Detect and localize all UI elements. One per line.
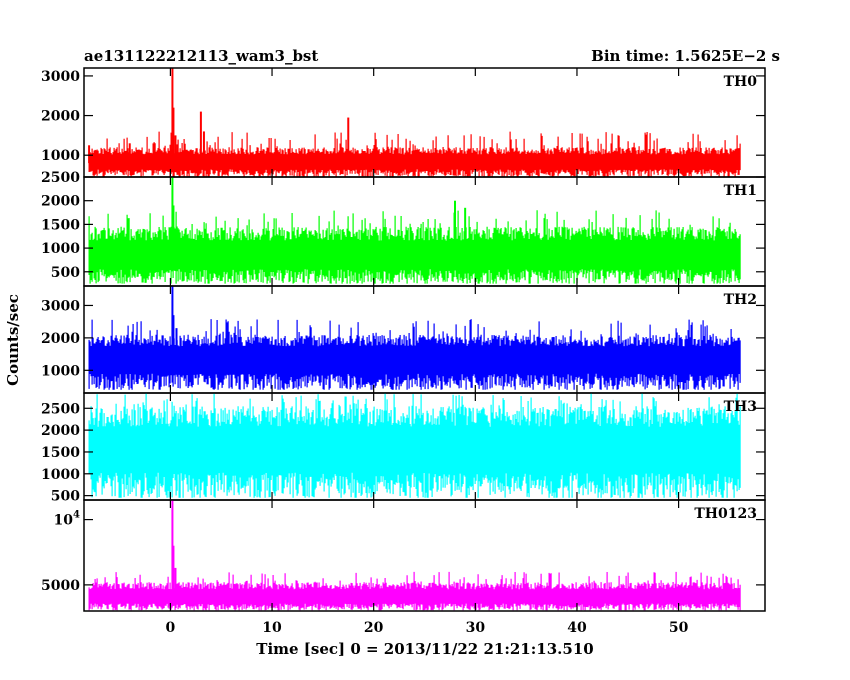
y-tick-label-th3-3: 2000 (41, 423, 80, 439)
y-tick-label-th0-1: 2000 (41, 109, 80, 125)
y-tick-label-th3-4: 2500 (41, 401, 80, 417)
x-tick-label-3: 30 (466, 620, 486, 636)
panel-frame-th0123 (83, 499, 766, 612)
x-tick-label-1: 10 (262, 620, 282, 636)
y-tick-label-th1-1: 1000 (41, 241, 80, 257)
y-tick-label-th2-1: 2000 (41, 331, 80, 347)
series-th3-curve (88, 393, 741, 498)
x-axis-title: Time [sec] 0 = 2013/11/22 21:21:13.510 (256, 640, 593, 658)
y-tick-label-th2-2: 3000 (41, 298, 80, 314)
panel-label-th1: TH1 (724, 183, 757, 199)
panel-label-th2: TH2 (724, 292, 757, 308)
panel-label-th3: TH3 (724, 399, 757, 415)
y-tick-label-th1-4: 2500 (41, 170, 80, 186)
observation-id-header: ae131122212113_wam3_bst (84, 47, 318, 65)
y-tick-label-th0123-0: 5000 (41, 578, 80, 594)
y-tick-label-th1-2: 1500 (41, 217, 80, 233)
y-axis-title: Counts/sec (4, 294, 22, 386)
y-tick-label-th3-1: 1000 (41, 467, 80, 483)
y-tick-label-th3-2: 1500 (41, 445, 80, 461)
x-tick-label-2: 20 (364, 620, 384, 636)
series-th2-curve (88, 319, 741, 390)
y-tick-label-th0-0: 1000 (41, 148, 80, 164)
x-tick-label-5: 50 (669, 620, 689, 636)
panel-label-th0: TH0 (724, 74, 758, 90)
y-tick-label-th0-2: 3000 (41, 69, 80, 85)
series-th0123-curve (88, 571, 741, 611)
bin-time-header: Bin time: 1.5625E−2 s (591, 47, 780, 65)
series-th0-curve (88, 131, 741, 177)
x-tick-label-4: 40 (567, 620, 587, 636)
y-tick-label-th1-3: 2000 (41, 194, 80, 210)
y-tick-label-th3-0: 500 (51, 489, 80, 505)
x-tick-label-0: 0 (166, 620, 176, 636)
series-th1-curve (88, 210, 741, 284)
y-tick-label-th2-0: 1000 (41, 363, 80, 379)
y-tick-label-th0123-sup: 104 (54, 510, 80, 529)
y-tick-label-th1-0: 500 (51, 265, 80, 281)
panel-label-th0123: TH0123 (694, 506, 757, 522)
